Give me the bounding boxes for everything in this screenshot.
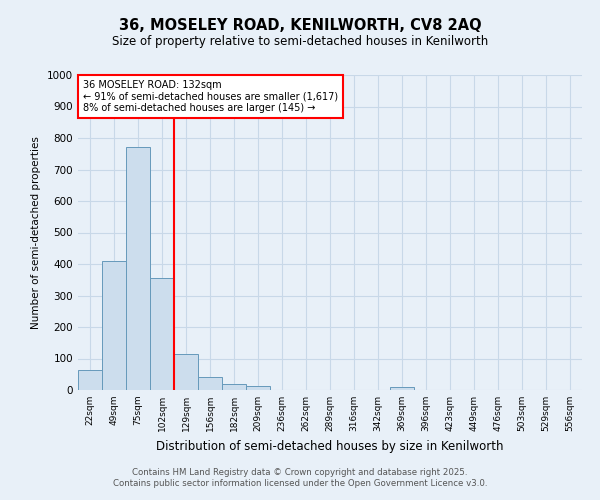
Y-axis label: Number of semi-detached properties: Number of semi-detached properties <box>31 136 41 329</box>
Text: Contains HM Land Registry data © Crown copyright and database right 2025.
Contai: Contains HM Land Registry data © Crown c… <box>113 468 487 487</box>
Bar <box>150 278 174 390</box>
Bar <box>222 384 246 390</box>
Bar <box>174 354 198 390</box>
Text: 36, MOSELEY ROAD, KENILWORTH, CV8 2AQ: 36, MOSELEY ROAD, KENILWORTH, CV8 2AQ <box>119 18 481 32</box>
Bar <box>78 370 102 390</box>
Text: 36 MOSELEY ROAD: 132sqm
← 91% of semi-detached houses are smaller (1,617)
8% of : 36 MOSELEY ROAD: 132sqm ← 91% of semi-de… <box>83 80 338 113</box>
Bar <box>198 378 222 390</box>
Bar <box>390 388 414 390</box>
Text: Size of property relative to semi-detached houses in Kenilworth: Size of property relative to semi-detach… <box>112 35 488 48</box>
X-axis label: Distribution of semi-detached houses by size in Kenilworth: Distribution of semi-detached houses by … <box>156 440 504 452</box>
Bar <box>102 261 126 390</box>
Bar <box>126 148 150 390</box>
Bar <box>246 386 270 390</box>
